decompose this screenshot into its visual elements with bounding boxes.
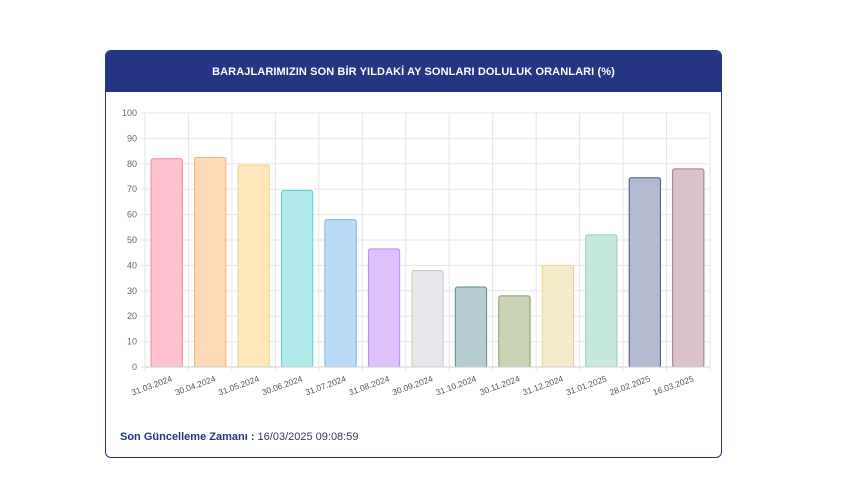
chart-title: BARAJLARIMIZIN SON BİR YILDAKİ AY SONLAR… [106,51,721,92]
bar [324,219,357,368]
y-tick-label: 50 [127,235,137,245]
bar [150,158,183,368]
last-updated-value: 16/03/2025 09:08:59 [254,431,359,443]
x-tick-label: 31.07.2024 [304,373,348,397]
bar [367,248,401,368]
last-updated-label: Son Güncelleme Zamanı : [120,431,255,443]
bar [280,189,314,368]
x-tick-label: 16.03.2025 [652,373,696,397]
bar-chart: 0 10 20 30 40 50 60 70 80 90 100 31.03.2024 30.04.20… [122,108,711,397]
x-tick-label: 31.03.2024 [130,373,174,397]
x-tick-label: 28.02.2025 [608,373,652,397]
x-tick-label: 30.04.2024 [173,373,217,397]
bar [411,269,444,368]
y-tick-label: 0 [132,362,137,372]
x-tick-label: 31.12.2024 [521,373,565,397]
x-tick-label: 31.05.2024 [217,373,261,397]
x-tick-label: 31.01.2025 [565,373,609,397]
y-tick-label: 100 [122,108,137,118]
bar [628,177,661,368]
bar [498,295,531,368]
x-tick-label: 30.09.2024 [391,373,435,397]
y-tick-label: 10 [127,337,137,347]
x-tick-label: 30.06.2024 [260,373,304,397]
y-tick-label: 60 [127,210,137,220]
bar [541,264,575,368]
y-tick-label: 30 [127,286,137,296]
y-tick-label: 20 [127,311,137,321]
chart-area: 0 10 20 30 40 50 60 70 80 90 100 31.03.2024 30.04.20… [106,92,721,412]
last-updated: Son Güncelleme Zamanı : 16/03/2025 09:08… [120,431,358,443]
bar [237,164,270,368]
bar [585,234,618,368]
x-tick-label: 30.11.2024 [478,373,521,397]
x-tick-label: 31.10.2024 [434,373,478,397]
bar [672,168,705,368]
y-tick-label: 80 [127,159,137,169]
y-tick-label: 90 [127,133,137,143]
bar [454,286,488,368]
y-tick-label: 40 [127,260,137,270]
x-tick-label: 31.08.2024 [347,373,391,397]
y-tick-label: 70 [127,184,137,194]
bar [194,156,227,368]
chart-card: BARAJLARIMIZIN SON BİR YILDAKİ AY SONLAR… [105,50,722,458]
